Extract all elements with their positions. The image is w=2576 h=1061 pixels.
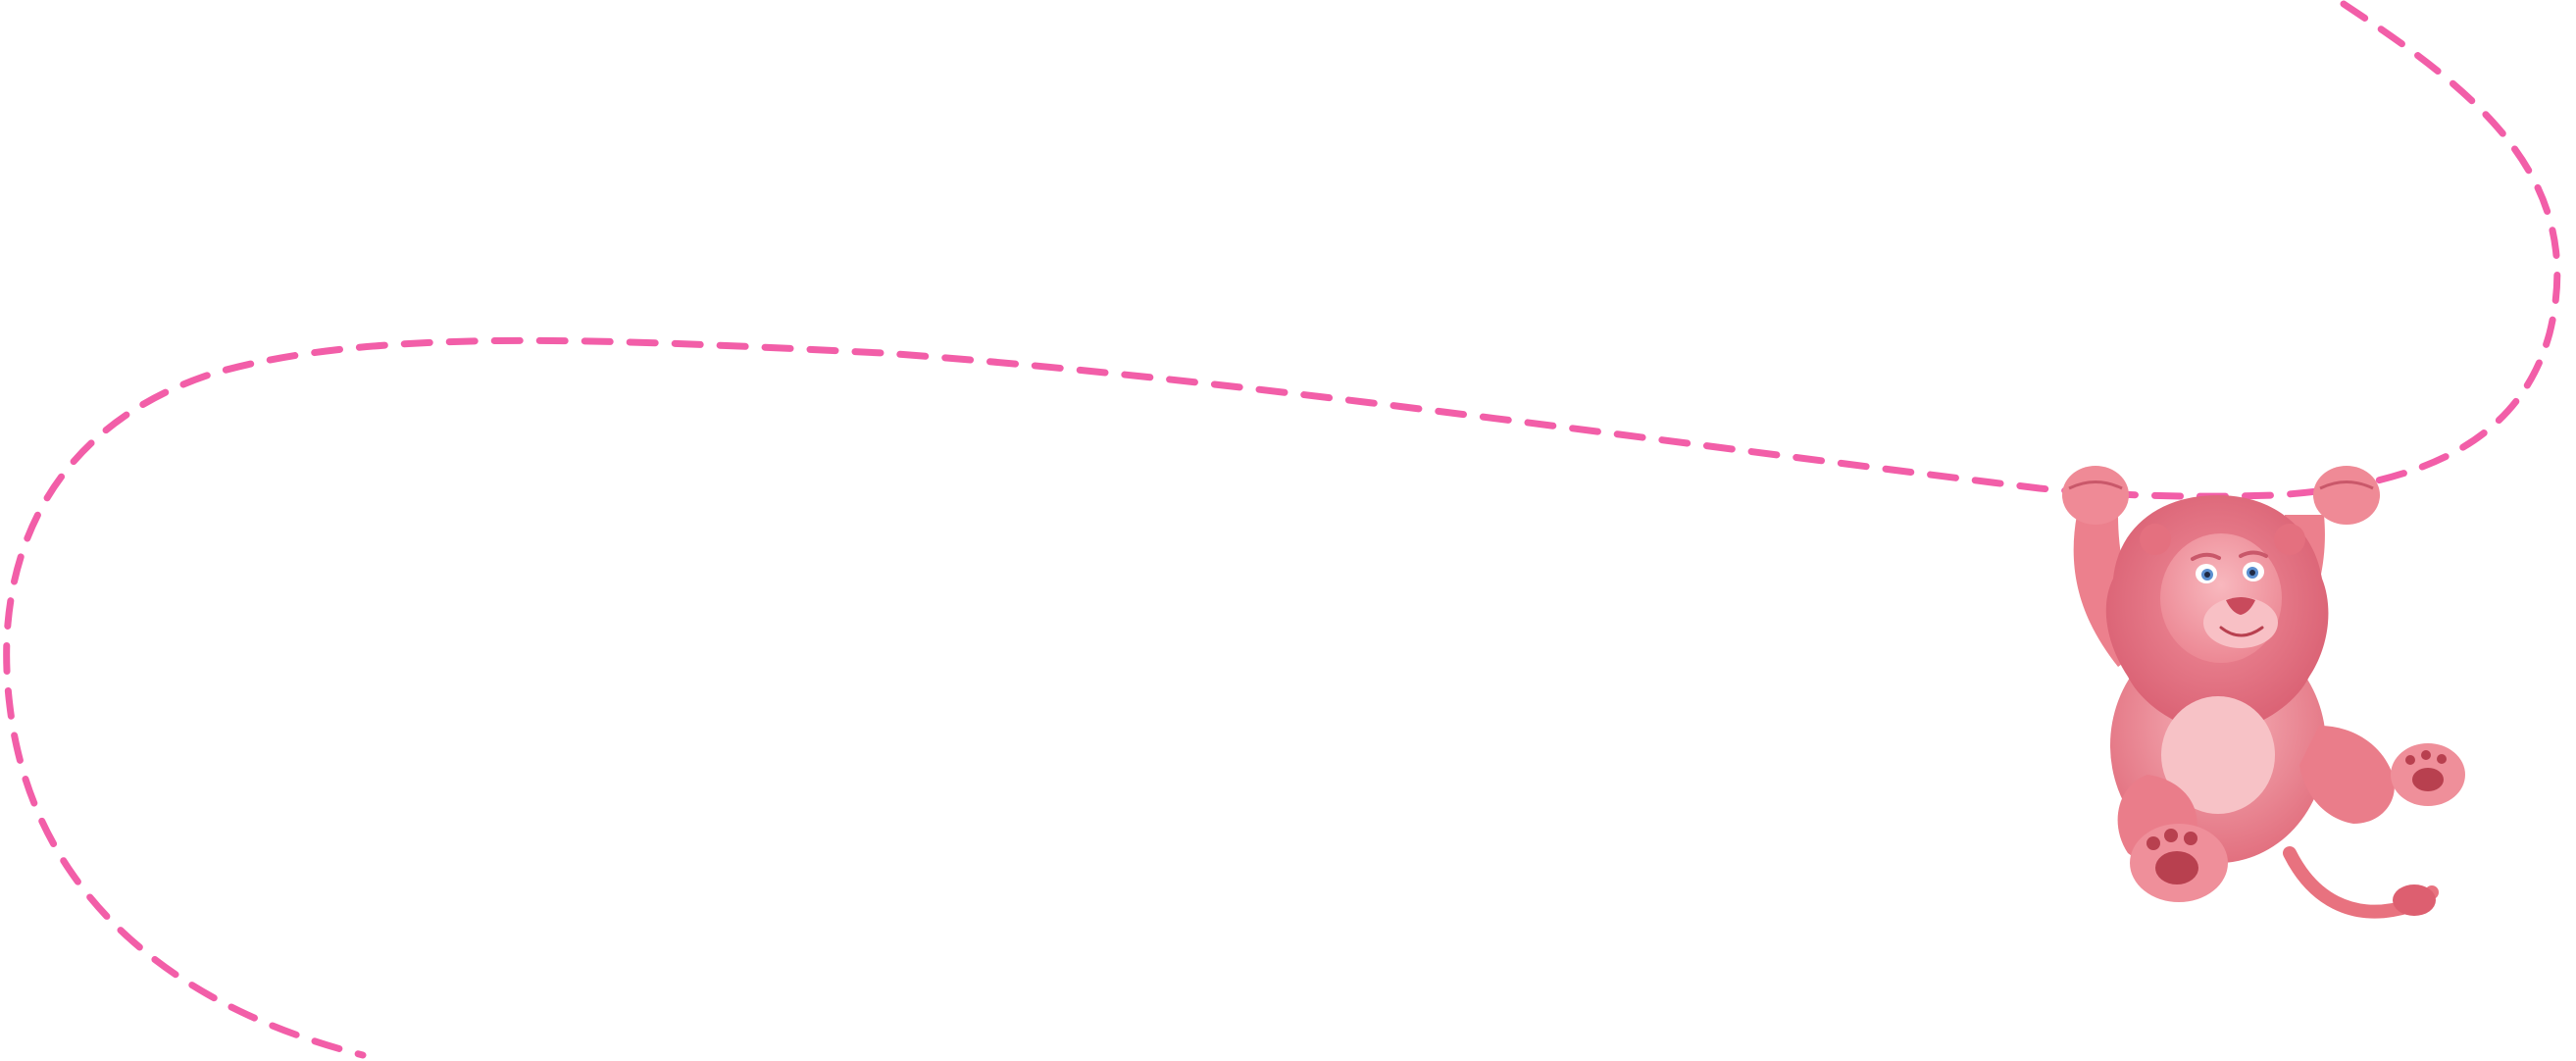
dashed-rope [3,0,2561,1059]
lion-muzzle [2203,597,2278,648]
lion-right-fist [2313,466,2380,525]
lion-left-ear [2140,524,2171,555]
lion-left-foot-pad [2155,851,2198,884]
lion-smile [2219,626,2264,637]
lion-right-ear [2274,524,2305,555]
lion-nose [2226,597,2255,615]
pink-lion-character [2062,466,2465,919]
lion-left-fist [2062,466,2129,525]
lion-tail-tuft [2393,884,2436,916]
lion-right-leg [2299,726,2395,824]
lion-right-foot-pad [2412,768,2444,791]
lion-chest [2161,696,2275,814]
